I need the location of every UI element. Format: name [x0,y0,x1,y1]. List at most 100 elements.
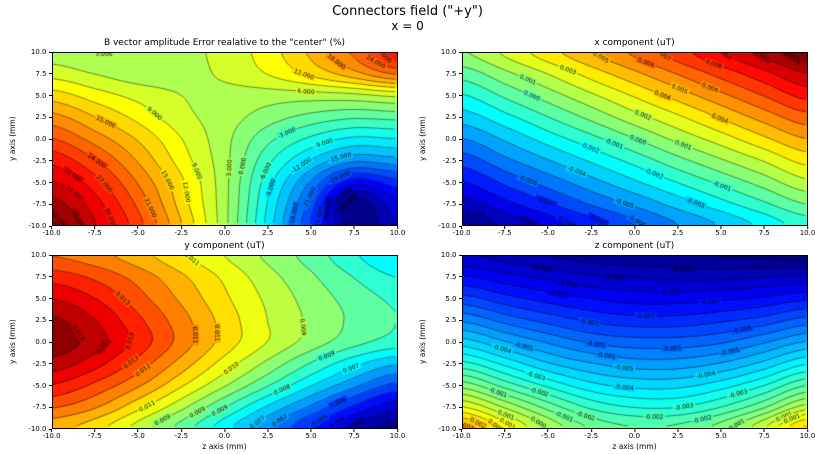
y-tick-label: 10.0 [31,251,52,259]
x-tick-label: -5.0 [131,226,145,237]
y-tick-label: 5.0 [445,92,462,100]
x-tick-label: 0.0 [629,226,640,237]
y-tick-label: -10.0 [28,425,52,433]
subplot-title-b-error: B vector amplitude Error realative to th… [103,38,346,48]
y-tick-label: 0.0 [445,338,462,346]
contour-plot-x-component [462,53,807,225]
x-tick-label: -7.5 [498,429,512,440]
y-tick-label: -5.0 [33,179,52,187]
x-tick-label: -7.5 [88,429,102,440]
subplot-grid: B vector amplitude Error realative to th… [0,35,815,454]
y-axis-label: y axis (mm) [7,319,17,365]
plot-area-x-component [461,52,808,226]
y-tick-label: 0.0 [35,338,52,346]
x-tick-label: 7.5 [759,226,770,237]
x-tick-label: 7.5 [759,429,770,440]
figure-title: Connectors field ("+y") [332,4,483,19]
x-tick-label: 5.0 [305,429,317,440]
x-tick-label: 5.0 [715,226,727,237]
figure-subtitle: x = 0 [391,19,424,33]
y-tick-label: -7.5 [443,200,462,208]
contour-plot-b-error [52,53,397,225]
x-tick-label: -10.0 [42,226,61,237]
x-tick-label: -10.0 [452,429,471,440]
x-tick-label: 2.5 [262,429,273,440]
x-tick-label: 5.0 [715,429,727,440]
x-tick-label: 10.0 [800,429,815,440]
contour-plot-z-component [462,256,807,428]
y-tick-label: -2.5 [443,157,462,165]
y-tick-label: 2.5 [445,316,462,324]
x-tick-label: 0.0 [219,429,230,440]
x-tick-label: 2.5 [672,429,683,440]
y-axis-ticks: -10.0 -7.5 -5.0 -2.5 0.0 2.5 5.0 7.5 10.0 [19,251,52,433]
y-tick-label: 7.5 [35,70,52,78]
y-tick-label: 5.0 [35,92,52,100]
x-tick-label: -5.0 [131,429,145,440]
y-tick-label: 7.5 [445,70,462,78]
x-tick-label: 7.5 [349,226,360,237]
x-tick-label: 2.5 [672,226,683,237]
subplot-title-x-component: x component (uT) [594,38,675,48]
plot-area-z-component [461,255,808,429]
y-tick-label: 7.5 [35,273,52,281]
x-tick-label: -2.5 [584,429,598,440]
y-tick-label: -5.0 [443,179,462,187]
x-tick-label: -5.0 [541,429,555,440]
x-tick-label: -2.5 [174,429,188,440]
plot-area-y-component [51,255,398,429]
x-tick-label: 2.5 [262,226,273,237]
y-axis-ticks: -10.0 -7.5 -5.0 -2.5 0.0 2.5 5.0 7.5 10.0 [429,48,462,230]
y-tick-label: 10.0 [31,48,52,56]
y-tick-label: -2.5 [33,157,52,165]
x-axis-ticks: -10.0 -7.5 -5.0 -2.5 0.0 2.5 5.0 7.5 10.0 [42,226,405,238]
plot-area-b-error [51,52,398,226]
subplot-y-component: y component (uT) y axis (mm) -10.0 -7.5 -5… [7,238,406,454]
y-axis-ticks: -10.0 -7.5 -5.0 -2.5 0.0 2.5 5.0 7.5 10.0 [19,48,52,230]
contour-plot-y-component [52,256,397,428]
y-tick-label: 2.5 [35,113,52,121]
x-tick-label: -2.5 [584,226,598,237]
x-tick-label: 7.5 [349,429,360,440]
y-tick-label: 0.0 [445,135,462,143]
x-tick-label: -2.5 [174,226,188,237]
subplot-title-z-component: z component (uT) [594,241,675,251]
y-tick-label: 0.0 [35,135,52,143]
y-tick-label: 7.5 [445,273,462,281]
y-tick-label: 2.5 [445,113,462,121]
x-tick-label: 10.0 [390,429,405,440]
x-tick-label: 5.0 [305,226,317,237]
y-tick-label: -2.5 [33,360,52,368]
subplot-b-error: B vector amplitude Error realative to th… [7,35,406,238]
y-tick-label: 10.0 [441,251,462,259]
x-axis-ticks: -10.0 -7.5 -5.0 -2.5 0.0 2.5 5.0 7.5 10.0 [452,226,815,238]
y-axis-ticks: -10.0 -7.5 -5.0 -2.5 0.0 2.5 5.0 7.5 10.0 [429,251,462,433]
x-tick-label: -5.0 [541,226,555,237]
y-tick-label: -5.0 [33,382,52,390]
y-tick-label: -5.0 [443,382,462,390]
y-tick-label: 2.5 [35,316,52,324]
x-axis-ticks: -10.0 -7.5 -5.0 -2.5 0.0 2.5 5.0 7.5 10.0 [42,429,405,441]
y-tick-label: 5.0 [35,295,52,303]
x-tick-label: -10.0 [42,429,61,440]
x-tick-label: -10.0 [452,226,471,237]
x-axis-label: z axis (mm) [202,442,247,451]
subplot-title-y-component: y component (uT) [184,241,265,251]
x-tick-label: -7.5 [88,226,102,237]
x-tick-label: 0.0 [629,429,640,440]
y-axis-label: y axis (mm) [417,116,427,162]
y-tick-label: -2.5 [443,360,462,368]
y-axis-label: y axis (mm) [417,319,427,365]
subplot-z-component: z component (uT) y axis (mm) -10.0 -7.5 -5… [417,238,815,454]
y-tick-label: -10.0 [28,222,52,230]
y-tick-label: -10.0 [438,222,462,230]
x-tick-label: 10.0 [390,226,405,237]
y-tick-label: -7.5 [443,403,462,411]
subplot-x-component: x component (uT) y axis (mm) -10.0 -7.5 -5… [417,35,815,238]
x-tick-label: 10.0 [800,226,815,237]
y-tick-label: -7.5 [33,403,52,411]
x-axis-label: z axis (mm) [612,442,657,451]
y-axis-label: y axis (mm) [7,116,17,162]
y-tick-label: -10.0 [438,425,462,433]
